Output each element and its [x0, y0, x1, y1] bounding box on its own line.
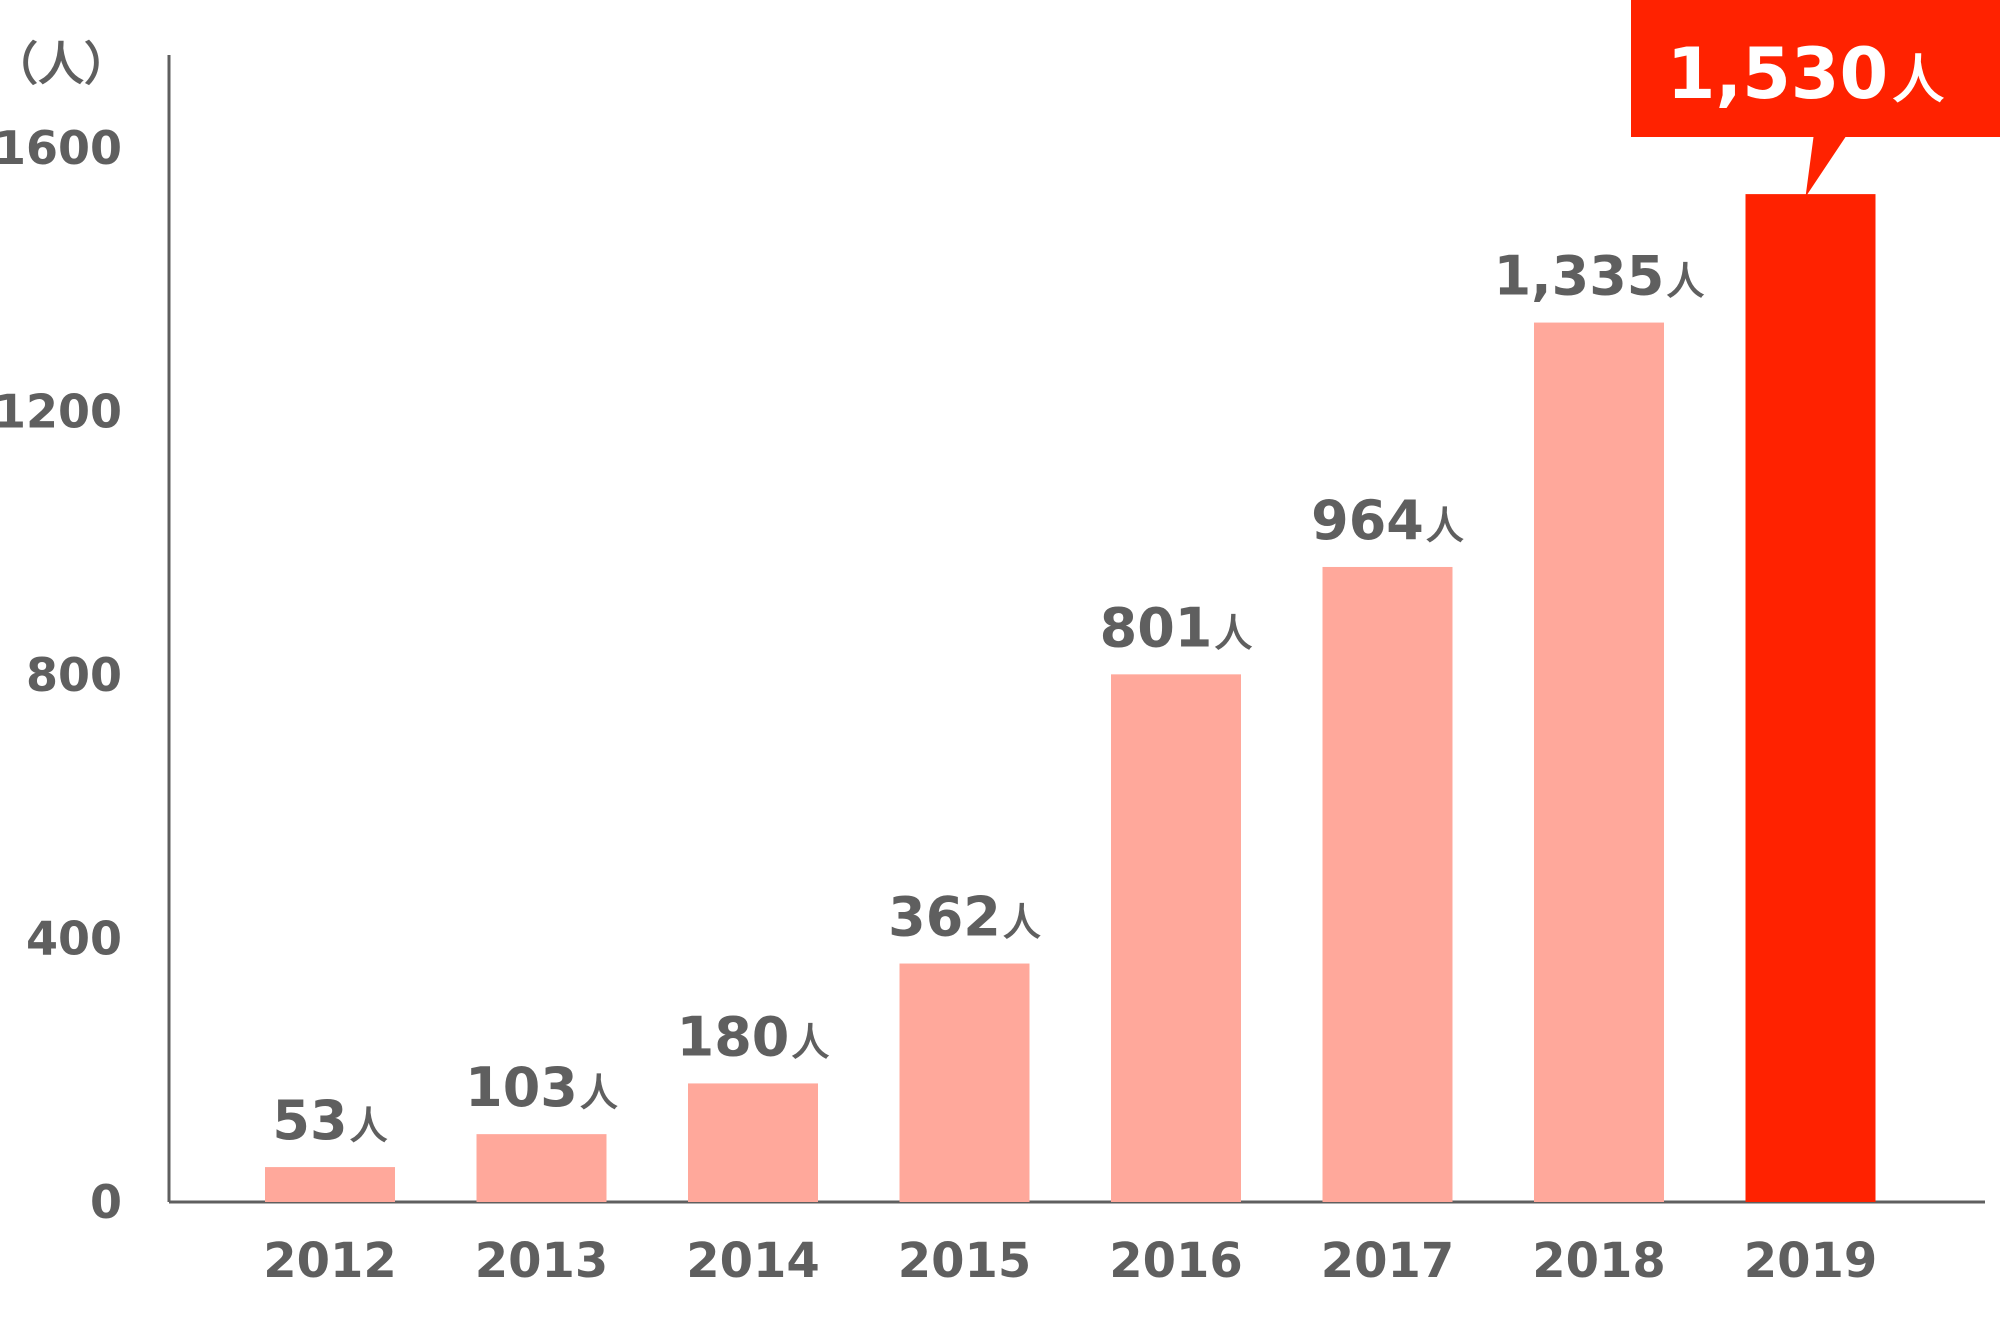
bars	[265, 194, 1876, 1203]
y-tick-label: 400	[26, 912, 122, 966]
data-label: 53人	[272, 1089, 387, 1152]
x-tick-label: 2015	[898, 1233, 1032, 1289]
x-tick-label: 2019	[1744, 1233, 1878, 1289]
data-label: 103人	[465, 1056, 618, 1119]
callout-box	[1631, 0, 2000, 197]
data-label: 362人	[888, 886, 1041, 949]
data-label: 964人	[1311, 489, 1464, 552]
data-labels: 53人 103人 180人 362人 801人 964人 1,335人	[272, 245, 1704, 1153]
y-tick-label: 1200	[0, 385, 122, 439]
data-label: 801人	[1100, 596, 1253, 659]
bar-2018	[1534, 322, 1664, 1203]
x-axis-labels: 2012 2013 2014 2015 2016 2017 2018 2019	[263, 1233, 1877, 1289]
y-axis-ticks: 0 400 800 1200 1600	[0, 121, 122, 1229]
highlight-callout: 1,530人	[1631, 0, 2000, 197]
bar-2017	[1322, 566, 1453, 1202]
bar-2019	[1745, 194, 1876, 1203]
x-tick-label: 2013	[475, 1233, 609, 1289]
bar-2015	[899, 963, 1030, 1202]
y-tick-label: 0	[90, 1175, 122, 1229]
y-tick-label: 1600	[0, 121, 122, 175]
y-tick-label: 800	[26, 648, 122, 702]
bar-2016	[1111, 674, 1241, 1202]
data-label: 1,335人	[1494, 245, 1705, 308]
bar-2013	[476, 1134, 607, 1202]
bar-2012	[265, 1167, 395, 1202]
x-tick-label: 2018	[1532, 1233, 1666, 1289]
callout-value-label: 1,530人	[1667, 33, 1944, 115]
y-axis-unit-label: （人）	[0, 37, 130, 91]
x-tick-label: 2014	[686, 1233, 820, 1289]
x-tick-label: 2012	[263, 1233, 397, 1289]
data-label: 180人	[677, 1005, 830, 1068]
bar-2014	[688, 1083, 818, 1202]
x-tick-label: 2017	[1321, 1233, 1455, 1289]
x-tick-label: 2016	[1109, 1233, 1243, 1289]
